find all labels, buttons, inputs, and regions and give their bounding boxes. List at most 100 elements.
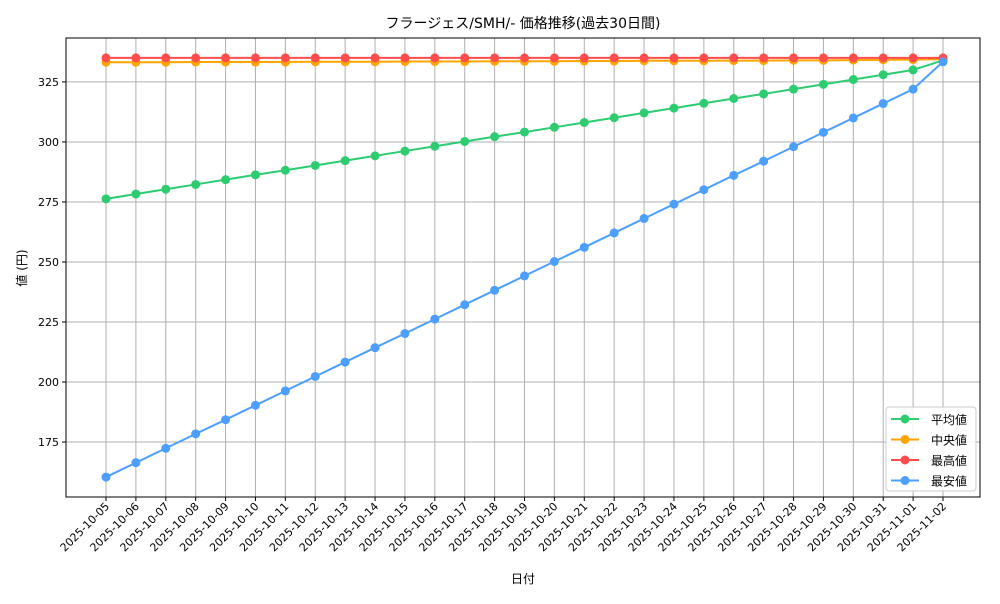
data-point (818, 79, 828, 89)
data-point (191, 429, 201, 439)
data-point (250, 170, 260, 180)
data-point (878, 70, 888, 80)
data-point (460, 300, 470, 310)
data-point (430, 53, 440, 63)
data-point (221, 175, 231, 185)
data-point (490, 285, 500, 295)
data-point (370, 343, 380, 353)
data-point (250, 53, 260, 63)
data-point (370, 151, 380, 161)
data-point (520, 127, 529, 137)
data-point (340, 156, 350, 166)
data-point (908, 53, 918, 63)
data-point (669, 103, 679, 113)
data-point (161, 53, 171, 63)
legend-marker (900, 414, 910, 424)
y-tick-label: 325 (38, 76, 59, 89)
data-point (131, 189, 141, 199)
data-point (131, 458, 141, 468)
data-point (878, 99, 888, 109)
data-point (848, 75, 858, 85)
data-point (250, 400, 260, 410)
data-point (340, 53, 350, 63)
data-point (729, 170, 739, 180)
data-point (908, 65, 918, 75)
data-point (520, 53, 529, 63)
data-point (101, 194, 111, 204)
data-point (908, 84, 918, 94)
data-point (729, 53, 739, 63)
data-point (579, 242, 589, 252)
data-point (639, 214, 649, 224)
data-point (400, 53, 410, 63)
data-point (789, 53, 799, 63)
data-point (699, 53, 709, 63)
data-point (759, 53, 769, 63)
data-point (161, 443, 171, 453)
data-point (280, 53, 290, 63)
legend-label: 最高値 (931, 453, 967, 468)
data-point (280, 386, 290, 396)
data-point (699, 98, 709, 108)
data-point (669, 199, 679, 209)
y-tick-label: 275 (38, 196, 59, 209)
data-point (340, 357, 350, 367)
data-point (579, 53, 589, 63)
legend-label: 平均値 (931, 412, 967, 427)
data-point (789, 142, 799, 152)
data-point (609, 53, 619, 63)
data-point (131, 53, 141, 63)
legend-label: 最安値 (931, 474, 967, 489)
data-point (430, 314, 440, 324)
y-tick-label: 300 (38, 136, 59, 149)
data-point (191, 53, 201, 63)
y-tick-label: 200 (38, 376, 59, 389)
data-point (370, 53, 380, 63)
data-point (699, 185, 709, 195)
legend-marker (900, 476, 910, 485)
data-point (310, 53, 320, 63)
data-point (938, 57, 948, 67)
data-point (669, 53, 679, 63)
x-axis-label: 日付 (511, 572, 535, 586)
data-point (101, 53, 111, 63)
data-point (609, 113, 619, 123)
y-tick-label: 225 (38, 316, 59, 329)
data-point (759, 89, 769, 99)
data-point (848, 113, 858, 123)
data-point (848, 53, 858, 63)
data-point (400, 146, 410, 156)
data-point (191, 179, 201, 189)
data-point (878, 53, 888, 63)
data-point (101, 472, 111, 482)
data-point (549, 256, 559, 266)
data-point (460, 53, 470, 63)
data-point (579, 118, 589, 128)
legend-marker (900, 455, 910, 465)
data-point (549, 53, 559, 63)
data-point (759, 156, 769, 166)
data-point (221, 53, 231, 63)
legend-label: 中央値 (931, 433, 967, 448)
data-point (161, 184, 171, 194)
chart-title: フラージェス/SMH/- 価格推移(過去30日間) (386, 16, 661, 32)
legend-marker (900, 435, 910, 444)
data-point (609, 228, 619, 238)
data-point (818, 127, 828, 137)
data-point (490, 132, 500, 142)
data-point (400, 329, 410, 339)
data-point (639, 53, 649, 63)
data-point (221, 415, 231, 425)
data-point (520, 271, 529, 281)
data-point (310, 371, 320, 381)
data-point (789, 84, 799, 94)
data-point (490, 53, 500, 63)
y-axis-label: 値 (円) (14, 249, 29, 286)
data-point (310, 160, 320, 170)
y-tick-label: 175 (38, 436, 59, 449)
data-point (549, 122, 559, 132)
data-point (280, 165, 290, 175)
data-point (729, 93, 739, 103)
